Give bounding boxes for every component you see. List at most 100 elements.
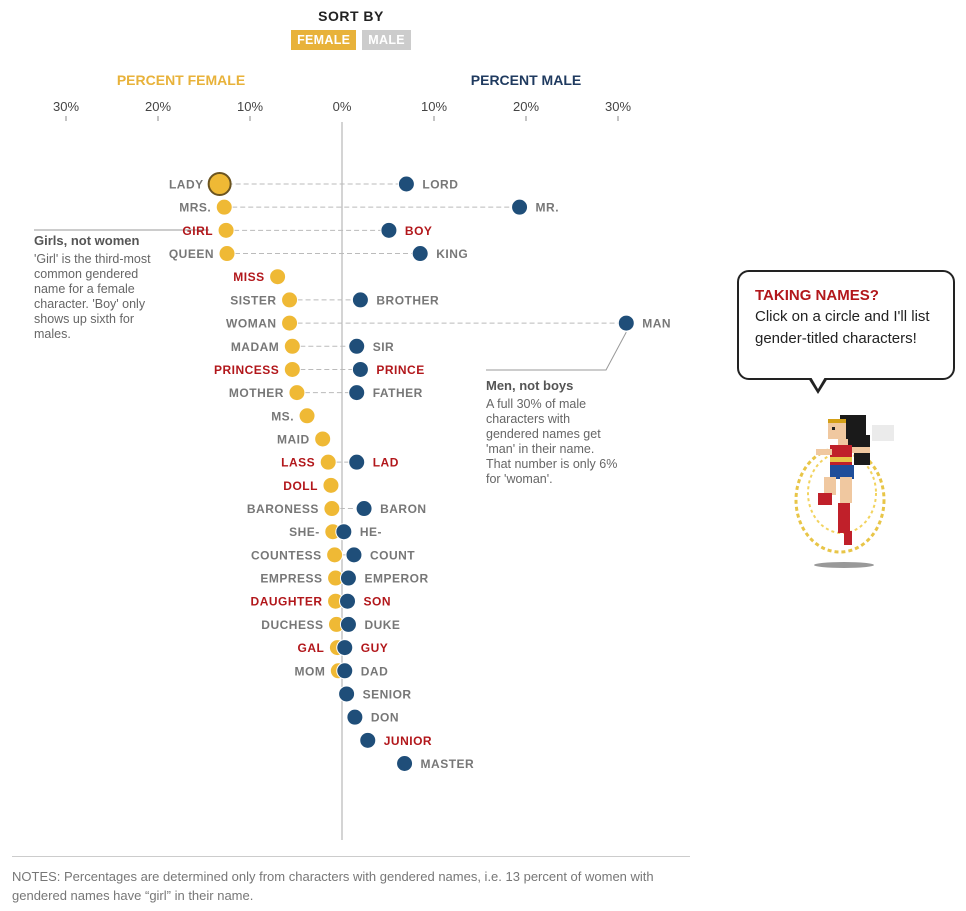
female-dot-sister[interactable] <box>281 291 299 309</box>
men-annotation-body: A full 30% of male characters with gende… <box>486 397 618 486</box>
male-dot-father[interactable] <box>348 384 366 402</box>
female-name-label: MISS <box>233 270 264 284</box>
tick-label: 30% <box>53 99 79 114</box>
male-dot-sir[interactable] <box>348 337 366 355</box>
tick-label: 10% <box>237 99 263 114</box>
male-dot-mr[interactable] <box>511 198 529 216</box>
male-dot-boy[interactable] <box>380 221 398 239</box>
female-dot-ms[interactable] <box>298 407 316 425</box>
male-dot-prince[interactable] <box>351 360 369 378</box>
male-dot-king[interactable] <box>411 245 429 263</box>
female-name-label: SISTER <box>230 293 276 307</box>
percent-female-title: PERCENT FEMALE <box>117 72 245 88</box>
male-dot-junior[interactable] <box>359 731 377 749</box>
male-name-label: BOY <box>405 224 433 238</box>
male-dot-man[interactable] <box>617 314 635 332</box>
men-annotation-leader <box>486 331 627 371</box>
male-name-label: LORD <box>422 178 458 192</box>
female-name-label: MADAM <box>231 340 280 354</box>
male-name-label: MAN <box>642 317 671 331</box>
sort-male-button[interactable]: MALE <box>362 30 411 50</box>
male-name-label: JUNIOR <box>384 734 432 748</box>
male-dot-brother[interactable] <box>351 291 369 309</box>
female-name-label: WOMAN <box>226 317 277 331</box>
girls-annotation: Girls, not women 'Girl' is the third-mos… <box>34 233 169 342</box>
male-name-label: BARON <box>380 502 427 516</box>
male-dot-baron[interactable] <box>355 500 373 518</box>
male-dot-senior[interactable] <box>338 685 356 703</box>
male-dot-son[interactable] <box>339 592 357 610</box>
men-annotation: Men, not boys A full 30% of male charact… <box>486 378 618 487</box>
female-name-label: DAUGHTER <box>251 595 323 609</box>
sort-female-button[interactable]: FEMALE <box>291 30 357 50</box>
female-name-label: MOM <box>294 664 325 678</box>
male-dot-master[interactable] <box>396 755 414 772</box>
male-dot-guy[interactable] <box>336 639 354 657</box>
female-dot-baroness[interactable] <box>323 500 341 518</box>
male-dot-don[interactable] <box>346 708 364 726</box>
female-dot-princess[interactable] <box>283 360 301 378</box>
tick-label: 0% <box>333 99 352 114</box>
female-dot-countess[interactable] <box>326 546 344 564</box>
female-dot-mother[interactable] <box>288 384 306 402</box>
female-name-label: MOTHER <box>229 386 284 400</box>
female-name-label: GAL <box>298 641 325 655</box>
girls-annotation-title: Girls, not women <box>34 233 140 248</box>
female-name-label: QUEEN <box>169 247 214 261</box>
male-dot-emperor[interactable] <box>339 569 357 587</box>
female-dot-girl[interactable] <box>217 221 235 239</box>
male-name-label: DAD <box>361 664 389 678</box>
female-name-label: LADY <box>169 178 204 192</box>
footnote: NOTES: Percentages are determined only f… <box>12 856 690 905</box>
male-name-label: COUNT <box>370 548 415 562</box>
female-dot-queen[interactable] <box>218 245 236 263</box>
male-name-label: GUY <box>361 641 389 655</box>
female-name-label: DUCHESS <box>261 618 323 632</box>
female-dot-lady[interactable] <box>207 172 232 196</box>
male-name-label: FATHER <box>373 386 423 400</box>
male-dot-dad[interactable] <box>336 662 354 680</box>
female-name-label: MS. <box>271 409 294 423</box>
callout-body: Click on a circle and I'll list gender-t… <box>755 308 930 347</box>
male-name-label: DUKE <box>364 618 400 632</box>
callout-title: TAKING NAMES? <box>755 287 879 304</box>
male-name-label: HE- <box>360 525 382 539</box>
tick-label: 10% <box>421 99 447 114</box>
female-dot-doll[interactable] <box>322 476 340 494</box>
percent-male-title: PERCENT MALE <box>471 72 581 88</box>
pixel-superhero-with-lasso-icon <box>794 415 894 568</box>
male-name-label: DON <box>371 711 399 725</box>
male-dot-he[interactable] <box>335 523 353 541</box>
male-name-label: LAD <box>373 456 399 470</box>
female-name-label: PRINCESS <box>214 363 279 377</box>
female-dot-mrs[interactable] <box>215 198 233 216</box>
male-name-label: SENIOR <box>363 687 412 701</box>
female-dot-maid[interactable] <box>314 430 332 448</box>
sort-control: SORT BY FEMALE MALE <box>286 8 416 50</box>
male-name-label: EMPEROR <box>364 572 428 586</box>
female-name-label: LASS <box>281 456 315 470</box>
female-name-label: MRS. <box>179 201 211 215</box>
male-dot-count[interactable] <box>345 546 363 564</box>
female-dot-woman[interactable] <box>281 314 299 332</box>
female-name-label: SHE- <box>289 525 320 539</box>
gendered-names-chart: PERCENT FEMALE PERCENT MALE 30% 20% 10% 0% 10%… <box>34 72 671 840</box>
female-dot-lass[interactable] <box>319 453 337 471</box>
female-name-label: DOLL <box>283 479 318 493</box>
tick-label: 20% <box>513 99 539 114</box>
male-dot-lad[interactable] <box>348 453 366 471</box>
male-name-label: SIR <box>373 340 395 354</box>
female-name-label: MAID <box>277 432 310 446</box>
tick-label: 20% <box>145 99 171 114</box>
male-name-label: BROTHER <box>376 293 439 307</box>
male-dot-duke[interactable] <box>339 615 357 633</box>
sort-title: SORT BY <box>318 8 384 24</box>
sort-buttons: FEMALE MALE <box>286 30 416 50</box>
female-dot-madam[interactable] <box>283 337 301 355</box>
female-dot-miss[interactable] <box>269 268 287 286</box>
girls-annotation-body: 'Girl' is the third-most common gendered… <box>34 252 151 341</box>
male-dot-lord[interactable] <box>397 175 415 193</box>
female-name-label: GIRL <box>182 224 213 238</box>
tick-label: 30% <box>605 99 631 114</box>
male-name-label: MR. <box>536 201 560 215</box>
